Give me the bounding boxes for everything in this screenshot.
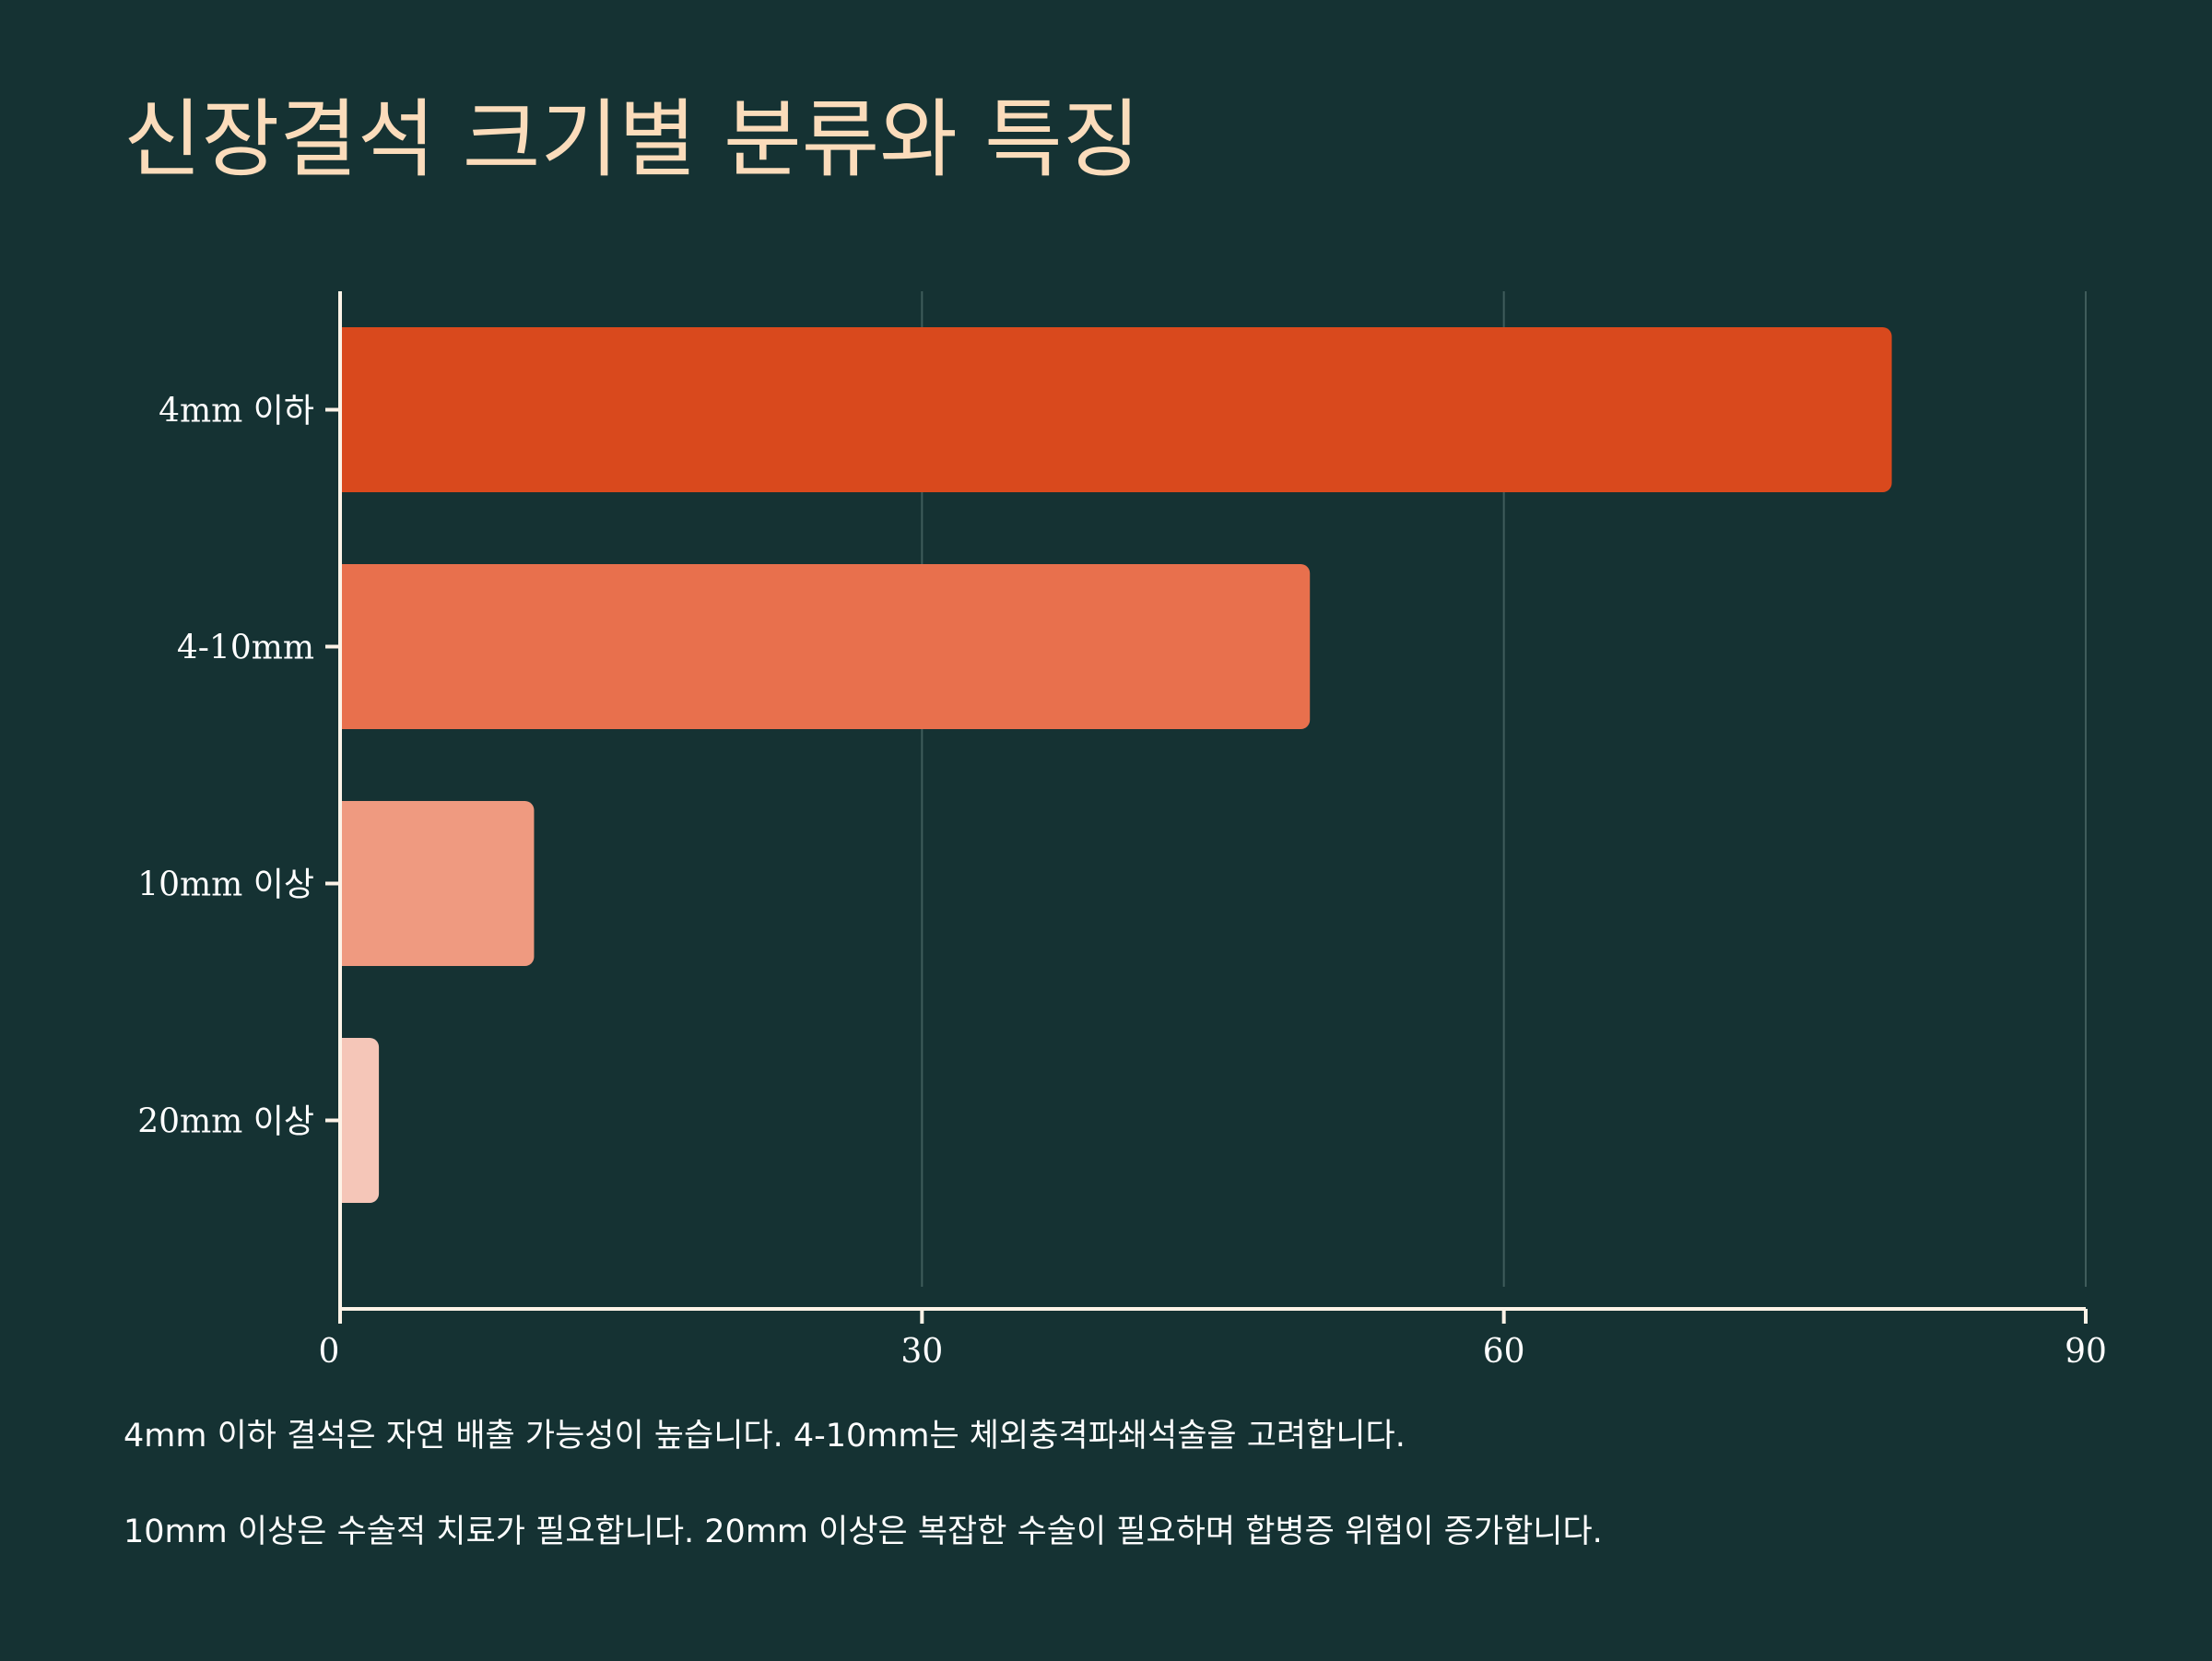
bar-2-base xyxy=(340,801,351,966)
bar-layer xyxy=(340,327,1892,1203)
bar-2 xyxy=(340,801,535,966)
axis-layer xyxy=(325,291,2088,1324)
x-tick-label-60: 60 xyxy=(1483,1333,1525,1371)
x-tick-label-90: 90 xyxy=(2065,1333,2107,1371)
bar-0-base xyxy=(340,327,351,492)
x-tick-label-30: 30 xyxy=(900,1333,943,1371)
bar-3-base xyxy=(340,1038,351,1203)
bar-1 xyxy=(340,564,1311,729)
note-line-2: 10mm 이상은 수술적 치료가 필요합니다. 20mm 이상은 복잡한 수술이… xyxy=(124,1514,1603,1550)
bar-0 xyxy=(340,327,1892,492)
chart-title: 신장결석 크기별 분류와 특징 xyxy=(124,90,1141,189)
y-tick-label-2: 10mm 이상 xyxy=(137,866,314,904)
y-tick-label-3: 20mm 이상 xyxy=(137,1103,314,1141)
x-tick-label-0: 0 xyxy=(319,1333,340,1371)
note-line-1: 4mm 이하 결석은 자연 배출 가능성이 높습니다. 4-10mm는 체외충격… xyxy=(124,1418,1406,1455)
bar-1-base xyxy=(340,564,351,729)
label-layer: 4mm 이하 4-10mm 10mm 이상 20mm 이상 0 30 60 90 xyxy=(137,393,2107,1372)
y-tick-label-0: 4mm 이하 xyxy=(159,393,314,430)
y-tick-label-1: 4-10mm xyxy=(177,630,314,667)
